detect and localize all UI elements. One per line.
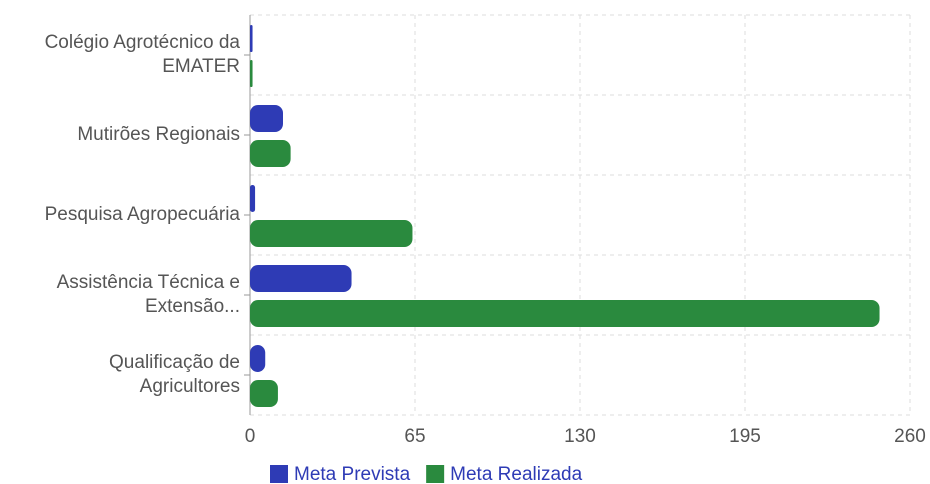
legend-swatch bbox=[426, 465, 445, 483]
legend-label: Meta Realizada bbox=[450, 464, 582, 484]
y-tick-label: Mutirões Regionais bbox=[77, 124, 240, 145]
x-tick-label: 195 bbox=[729, 426, 761, 447]
legend-label: Meta Prevista bbox=[294, 464, 411, 484]
x-tick-label: 65 bbox=[404, 426, 425, 447]
y-tick-label: Colégio Agrotécnico da EMATER bbox=[45, 32, 241, 77]
bar bbox=[250, 345, 266, 372]
bar bbox=[250, 185, 256, 212]
bar bbox=[250, 60, 253, 87]
bar bbox=[250, 220, 413, 247]
bar bbox=[250, 380, 278, 407]
legend-swatch bbox=[270, 465, 288, 483]
y-tick-label: Assistência Técnica e Extensão... bbox=[57, 272, 240, 317]
bar bbox=[250, 140, 291, 167]
y-tick-label: Pesquisa Agropecuária bbox=[45, 204, 241, 225]
x-tick-label: 260 bbox=[894, 426, 926, 447]
x-tick-label: 0 bbox=[245, 426, 256, 447]
bar bbox=[250, 25, 253, 52]
bar bbox=[250, 105, 283, 132]
y-tick-label: Qualificação de Agricultores bbox=[109, 352, 240, 397]
bar bbox=[250, 265, 352, 292]
x-tick-label: 130 bbox=[564, 426, 596, 447]
bar bbox=[250, 300, 880, 327]
